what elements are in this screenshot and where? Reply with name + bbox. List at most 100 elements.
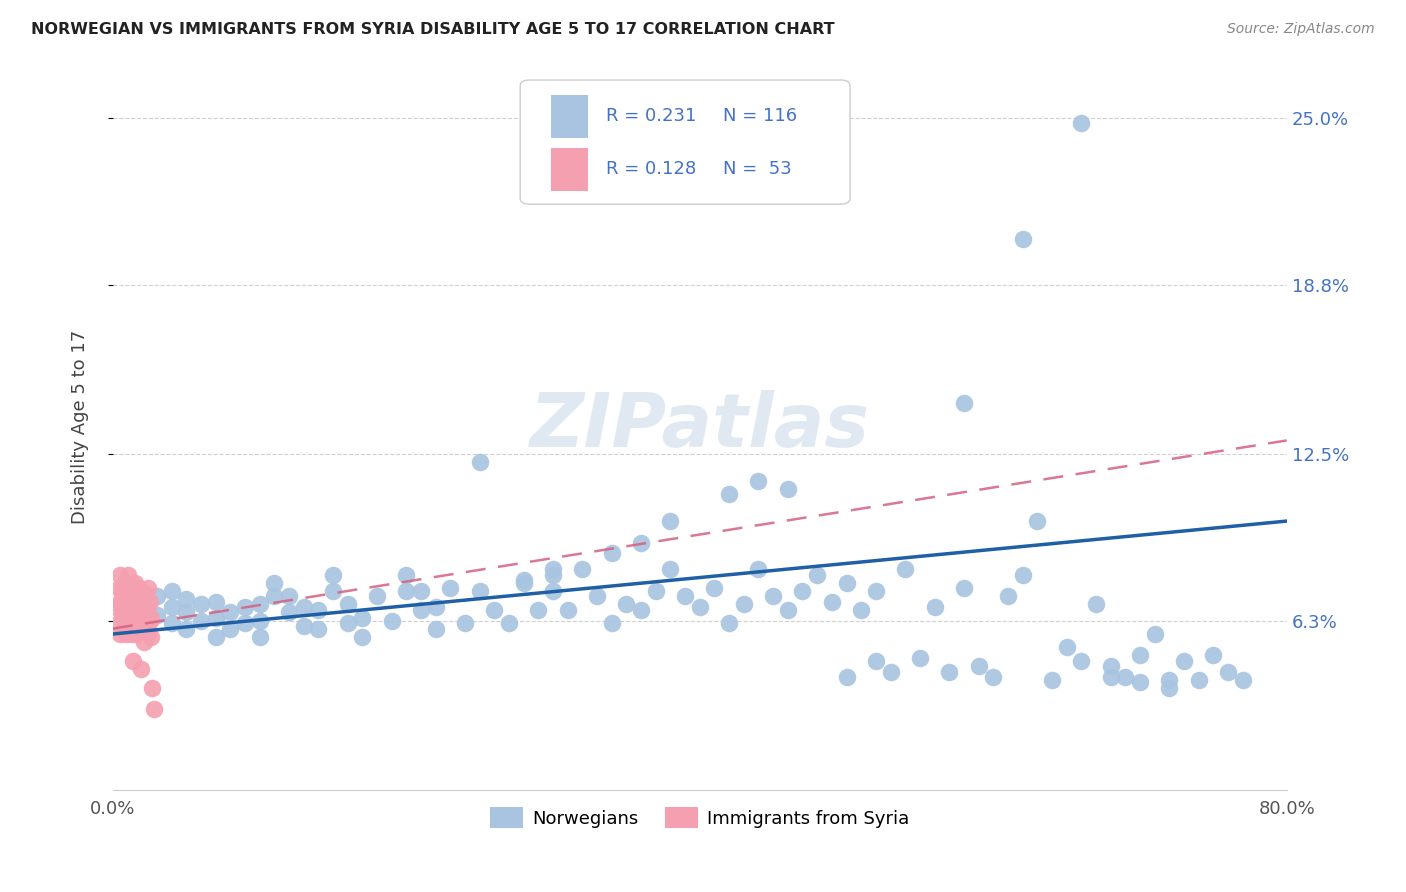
Point (425, 600, 447, 615)
Point (1143, 627, 1166, 641)
Point (233, 600, 256, 615)
Point (132, 600, 155, 615)
Point (776, 603, 799, 617)
Point (924, 600, 946, 615)
Point (233, 616, 256, 631)
Point (762, 590, 785, 604)
Point (409, 603, 432, 617)
Point (131, 595, 153, 609)
Point (851, 603, 873, 617)
Point (307, 603, 329, 617)
Point (292, 619, 315, 633)
Point (138, 595, 160, 609)
Point (115, 608, 138, 623)
Point (190, 598, 212, 612)
Point (718, 487, 741, 501)
Point (131, 622, 153, 636)
Text: ZIPatlas: ZIPatlas (530, 391, 870, 464)
Point (468, 584, 491, 599)
Point (190, 614, 212, 628)
Point (122, 654, 145, 668)
Point (879, 665, 901, 679)
Point (1026, 514, 1049, 528)
Point (425, 622, 447, 636)
Point (512, 573, 534, 587)
Point (1070, 654, 1092, 668)
Point (484, 603, 506, 617)
Point (835, 670, 858, 684)
Point (204, 630, 226, 644)
Point (1188, 673, 1211, 687)
Point (1159, 681, 1181, 695)
Point (146, 590, 169, 604)
Point (108, 627, 131, 641)
Point (366, 590, 388, 604)
Text: N = 116: N = 116 (723, 107, 797, 125)
Point (381, 614, 404, 628)
Legend: Norwegians, Immigrants from Syria: Norwegians, Immigrants from Syria (484, 800, 917, 835)
Point (468, 455, 491, 469)
Point (112, 600, 135, 615)
Point (124, 575, 146, 590)
Text: R = 0.128: R = 0.128 (606, 161, 696, 178)
Point (204, 595, 226, 609)
FancyBboxPatch shape (551, 95, 588, 138)
Point (174, 592, 197, 607)
Point (118, 603, 141, 617)
Point (600, 546, 623, 560)
Point (659, 514, 682, 528)
Point (1232, 673, 1254, 687)
Y-axis label: Disability Age 5 to 17: Disability Age 5 to 17 (72, 330, 89, 524)
Point (498, 616, 520, 631)
Point (134, 587, 156, 601)
Point (865, 584, 887, 599)
Point (336, 598, 359, 612)
Point (644, 584, 666, 599)
Point (733, 598, 755, 612)
Point (105, 600, 128, 615)
Point (1070, 116, 1092, 130)
Point (395, 584, 418, 599)
Point (174, 606, 197, 620)
Point (124, 614, 146, 628)
Point (120, 584, 142, 599)
Point (630, 603, 652, 617)
Point (219, 606, 242, 620)
Point (997, 590, 1019, 604)
Point (938, 665, 960, 679)
Point (121, 627, 143, 641)
Point (718, 616, 741, 631)
Point (277, 606, 299, 620)
FancyBboxPatch shape (520, 80, 851, 204)
Point (108, 567, 131, 582)
Point (160, 584, 183, 599)
Point (125, 600, 148, 615)
Point (512, 575, 534, 590)
Point (1011, 567, 1033, 582)
Point (108, 595, 131, 609)
Point (1084, 598, 1107, 612)
Point (1114, 670, 1136, 684)
Point (1159, 673, 1181, 687)
Point (673, 590, 696, 604)
Point (139, 611, 162, 625)
Point (122, 587, 145, 601)
Point (121, 606, 143, 620)
Point (134, 614, 156, 628)
Point (132, 635, 155, 649)
Point (115, 627, 138, 641)
Point (1129, 675, 1152, 690)
Point (747, 474, 769, 488)
Point (160, 600, 183, 615)
Point (600, 616, 623, 631)
Point (219, 622, 242, 636)
Text: Source: ZipAtlas.com: Source: ZipAtlas.com (1227, 22, 1375, 37)
Point (1040, 673, 1063, 687)
Point (630, 535, 652, 549)
Point (292, 600, 315, 615)
Point (409, 584, 432, 599)
Point (125, 627, 148, 641)
Point (527, 603, 550, 617)
Point (1056, 640, 1078, 655)
Point (128, 600, 150, 615)
